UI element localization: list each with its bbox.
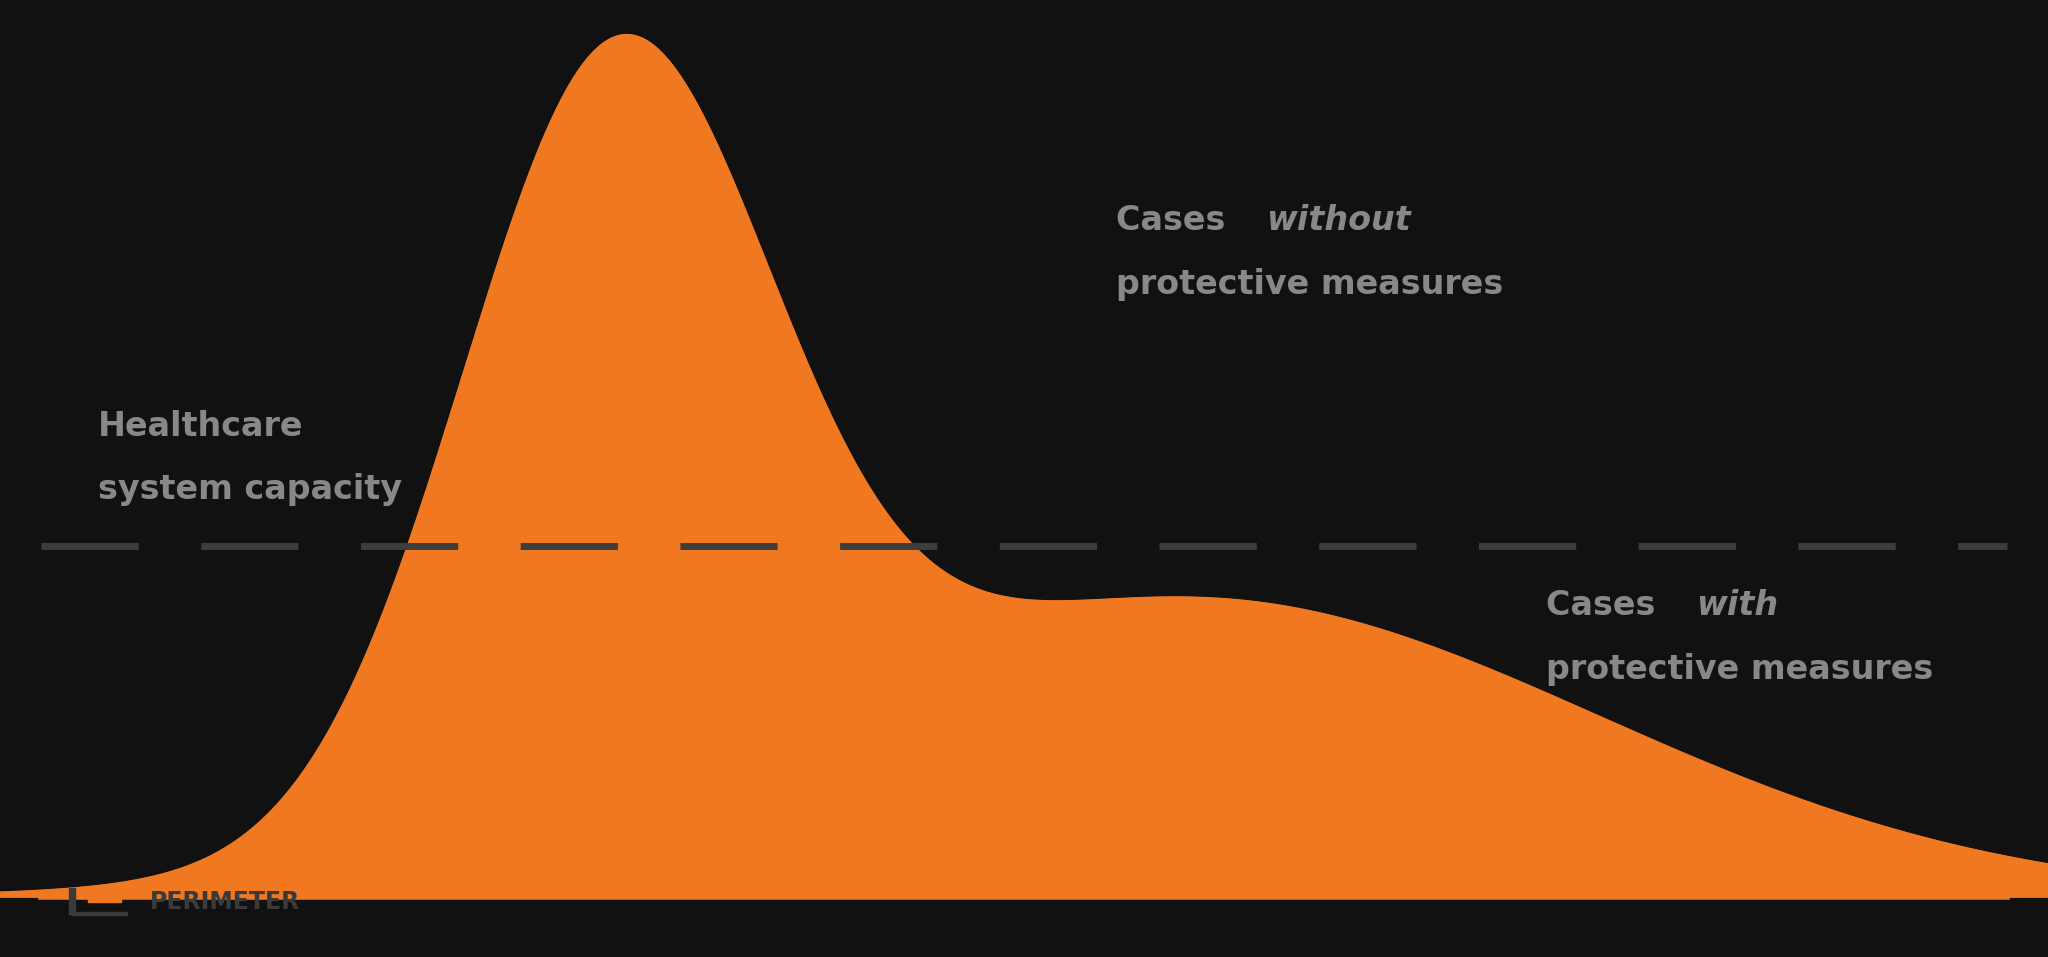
FancyArrow shape (70, 888, 76, 914)
Text: protective measures: protective measures (1546, 653, 1933, 685)
Text: PERIMETER: PERIMETER (150, 890, 299, 915)
FancyArrow shape (72, 913, 127, 915)
Text: protective measures: protective measures (1116, 268, 1503, 300)
Text: without: without (1266, 204, 1411, 237)
Text: with: with (1696, 590, 1778, 622)
Bar (88, 890, 121, 902)
Text: Cases: Cases (1546, 590, 1667, 622)
Text: Healthcare: Healthcare (98, 410, 303, 443)
Text: system capacity: system capacity (98, 473, 401, 506)
Text: Cases: Cases (1116, 204, 1237, 237)
